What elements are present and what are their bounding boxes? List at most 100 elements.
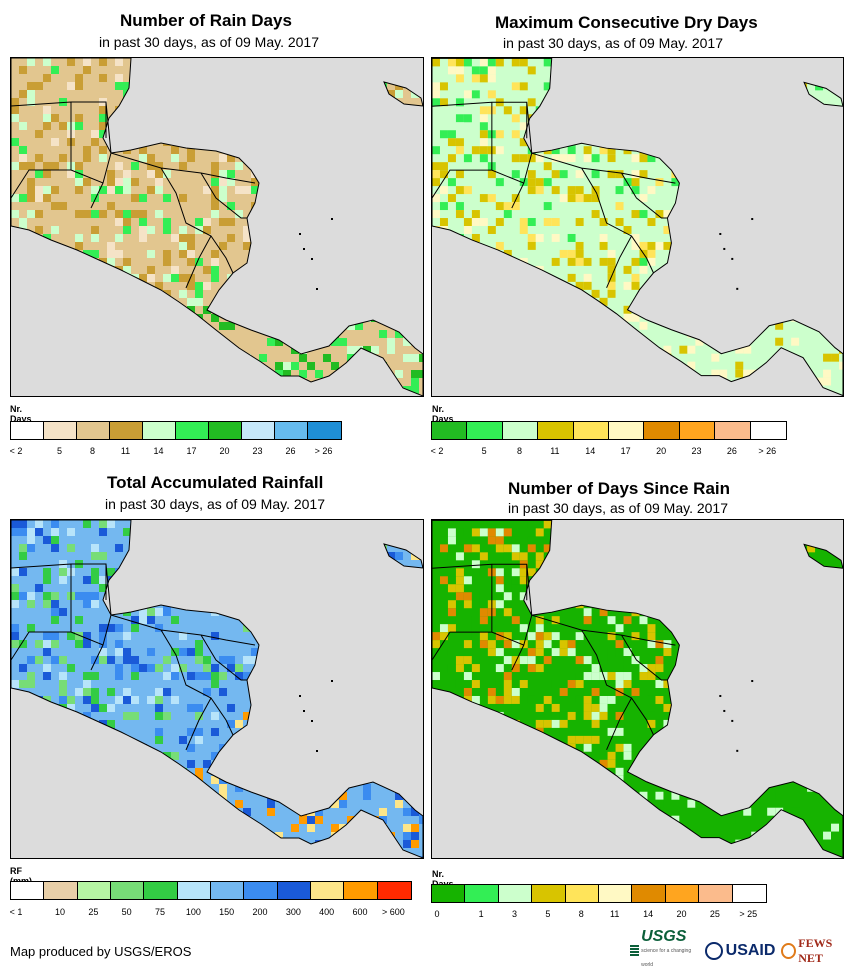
legend-swatch [110,422,143,439]
small-island [311,258,313,260]
legend-tick-label: 14 [153,446,164,456]
small-island [723,709,726,712]
legend-swatch [532,885,566,902]
legend-tick-label: 8 [89,446,96,456]
legend-tick-label: 50 [121,907,132,917]
legend-swatch [44,882,78,899]
rainfall-map [10,519,424,859]
legend-swatch [44,422,77,439]
legend-swatch [679,422,716,439]
legend-swatch [176,422,209,439]
legend-swatch [110,882,145,899]
legend-colorbar [431,884,767,903]
legend-tick-label: 600 [352,907,368,917]
legend-tick-label: 23 [252,446,263,456]
legend-tick-label: 25 [88,907,99,917]
map-svg [11,520,423,858]
legend-swatch [77,882,111,899]
legend-tick-label: 25 [709,909,720,919]
legend-swatch [209,422,242,439]
coastline [383,543,423,569]
legend-tick-label: 26 [726,446,737,456]
legend-swatch [310,882,345,899]
coastline [11,520,423,858]
country-borders [432,563,676,751]
legend-tick-label: 5 [481,446,487,456]
dry-days-map [431,57,844,397]
legend-tick-label: 1 [478,909,484,919]
small-island [331,218,333,220]
map-svg [11,58,423,396]
legend-ticks: < 1 10 25 50 75 100 150 200 300 400 600 > 600 [10,907,410,919]
small-island [719,232,722,235]
legend-ticks: < 2 5 8 11 14 17 20 23 26 > 26 [10,446,340,458]
legend-tick-label: 200 [252,907,268,917]
legend-tick-label: 400 [319,907,335,917]
legend-tick-label: 17 [620,446,631,456]
legend-tick-label: 26 [285,446,296,456]
legend-tick-label: 23 [691,446,702,456]
partner-logos: USGS science for a changing world USAID … [630,929,854,972]
legend-swatch [377,882,411,899]
panel-subtitle: in past 30 days, as of 09 May. 2017 [99,34,319,50]
caribbean-island [384,82,423,106]
legend-unit-label: Nr. Days [10,404,32,424]
small-island [311,720,313,722]
rain-days-map [10,57,424,397]
legend-tick-label: 3 [511,909,518,919]
legend-tick-label: 17 [186,446,197,456]
legend-swatch [573,422,609,439]
panel-title: Number of Days Since Rain [508,479,731,498]
legend-swatch [144,882,178,899]
panel-title: Maximum Consecutive Dry Days [495,13,758,32]
legend-swatch [632,885,666,902]
land-area [11,520,423,858]
legend-tick-label: < 2 [9,446,23,456]
legend-swatch [750,422,786,439]
legend-tick-label: 20 [676,909,687,919]
fewsnet-logo: FEWS NET [781,936,854,966]
legend-tick-label: 8 [516,446,523,456]
legend-swatch [732,885,766,902]
legend-tick-label: 5 [545,909,551,919]
small-island [303,248,305,250]
legend-tick-label: 10 [54,907,66,917]
small-island [299,695,301,697]
legend-tick-label: 11 [550,446,560,456]
legend-swatch [275,422,308,439]
legend-ticks: < 2 5 8 11 14 17 20 23 26 > 26 [431,446,785,458]
legend-swatch [699,885,733,902]
coastline [803,81,843,107]
legend-swatch [598,885,633,902]
footer-credit: Map produced by USGS/EROS [10,944,192,959]
small-island [736,287,739,290]
legend-tick-label: 11 [120,446,131,456]
legend-swatch [344,882,378,899]
coastline [383,81,423,107]
legend-swatch [432,422,468,439]
coastline [432,58,843,396]
small-island [751,218,754,221]
legend-swatch [77,422,110,439]
panel-title: Number of Rain Days [120,11,292,30]
small-island [731,257,734,260]
legend-tick-label: 75 [154,907,166,917]
legend-swatch [242,422,275,439]
legend-swatch [665,885,700,902]
legend-swatch [277,882,311,899]
legend-swatch [432,885,466,902]
small-island [723,247,726,250]
legend-swatch [11,422,44,439]
panel-title: Total Accumulated Rainfall [107,473,324,492]
small-island [731,719,734,722]
country-borders [11,563,256,751]
legend-tick-label: 300 [285,907,301,917]
panel-subtitle: in past 30 days, as of 09 May. 2017 [105,496,325,512]
land-area [11,58,423,396]
legend-colorbar [10,881,412,900]
legend-tick-label: > 26 [314,446,333,456]
legend-tick-label: < 1 [9,907,23,917]
legend-swatch [467,422,503,439]
legend-ticks: 0 1 3 5 8 11 14 20 25 > 25 [431,909,765,921]
legend-unit-label: Nr. Days [432,404,454,424]
